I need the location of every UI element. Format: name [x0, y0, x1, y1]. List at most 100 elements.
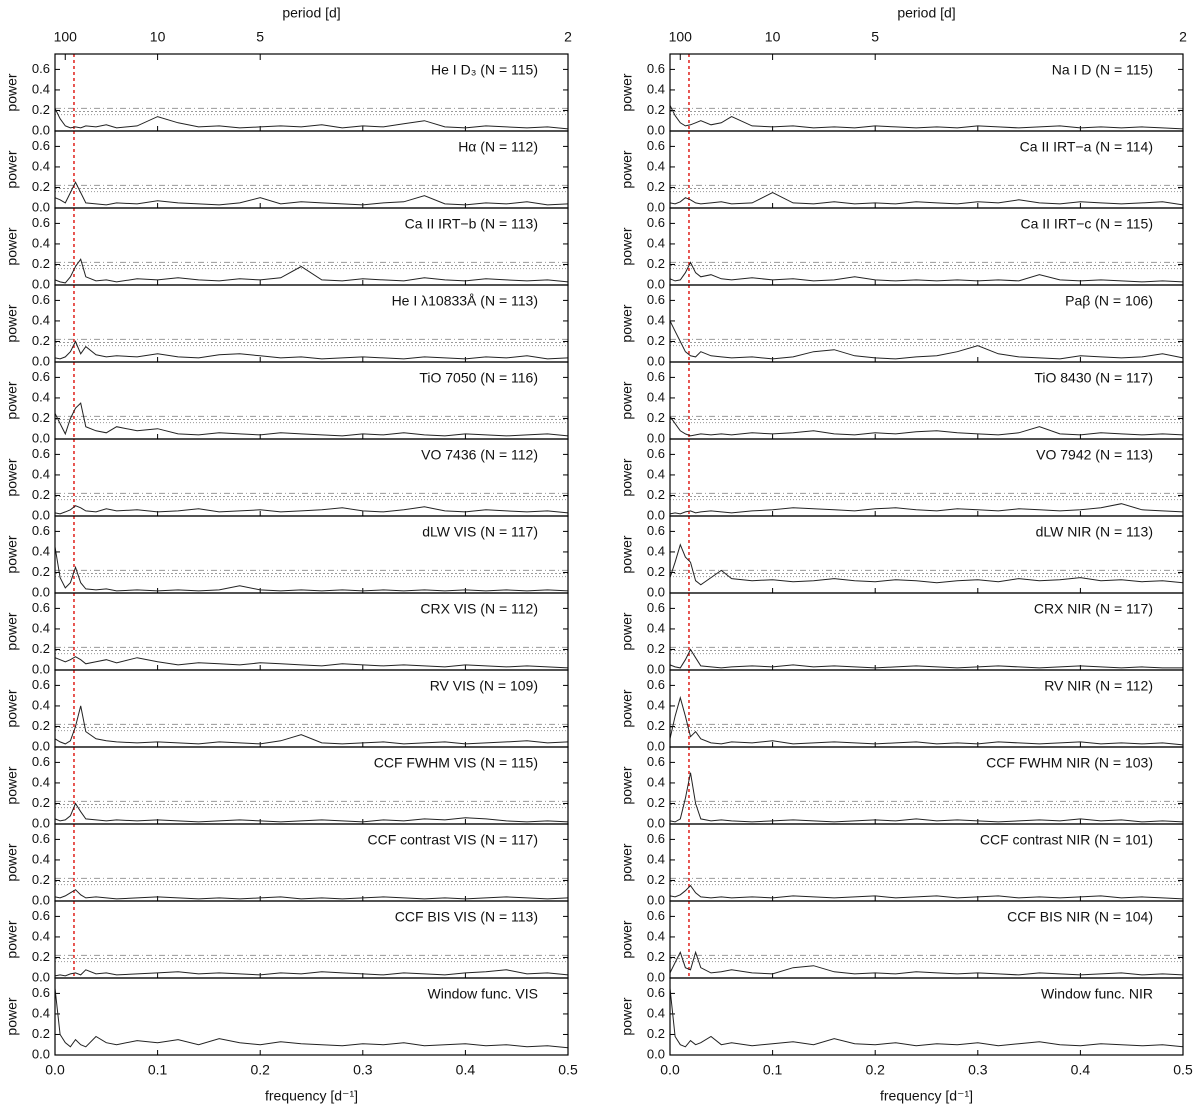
panel-label: CRX VIS (N = 112): [420, 601, 538, 617]
y-tick-label: 0.0: [647, 353, 665, 368]
top-tick-label: 2: [1179, 29, 1187, 45]
y-axis-title: power: [619, 73, 635, 111]
y-axis-title: power: [619, 535, 635, 573]
panel-label: CCF BIS NIR (N = 104): [1007, 909, 1153, 925]
panel-label: CCF FWHM VIS (N = 115): [374, 755, 538, 771]
y-tick-label: 0.0: [647, 507, 665, 522]
y-axis-title: power: [619, 612, 635, 650]
y-tick-label: 0.4: [32, 1005, 50, 1020]
y-tick-label: 0.2: [32, 949, 50, 964]
y-tick-label: 0.2: [32, 487, 50, 502]
periodogram-line: [669, 695, 1184, 746]
y-tick-label: 0.2: [32, 333, 50, 348]
x-tick-label: 0.0: [45, 1062, 65, 1078]
y-axis-title: power: [4, 458, 20, 496]
y-tick-label: 0.4: [647, 158, 665, 173]
periodogram-line: [669, 648, 1183, 669]
periodogram-line: [669, 884, 1184, 900]
panel-frame: [669, 977, 1184, 1056]
y-tick-label: 0.4: [647, 543, 665, 558]
y-tick-label: 0.2: [32, 102, 50, 117]
x-tick-label: 0.1: [148, 1062, 168, 1078]
top-tick-label: 2: [564, 29, 572, 45]
y-tick-label: 0.6: [32, 985, 50, 1000]
periodogram-line: [669, 772, 1184, 823]
y-tick-label: 0.0: [32, 1046, 50, 1061]
y-axis-title: power: [4, 304, 20, 342]
periodogram-line: [54, 969, 569, 977]
y-tick-label: 0.4: [32, 543, 50, 558]
y-tick-label: 0.2: [32, 410, 50, 425]
y-tick-label: 0.4: [32, 697, 50, 712]
y-tick-label: 0.6: [647, 985, 665, 1000]
y-tick-label: 0.6: [32, 831, 50, 846]
y-tick-label: 0.4: [32, 851, 50, 866]
panel-frame: [54, 977, 569, 1056]
panel-label: TiO 8430 (N = 117): [1034, 370, 1153, 386]
periodogram-line: [54, 402, 569, 437]
periodogram-line: [669, 503, 1184, 515]
panel-label: VO 7436 (N = 112): [421, 447, 538, 463]
y-axis-title: power: [4, 381, 20, 419]
x-tick-label: 0.1: [763, 1062, 783, 1078]
periodogram-line: [669, 543, 1184, 586]
panel-label: CRX NIR (N = 117): [1034, 601, 1153, 617]
y-tick-label: 0.0: [32, 892, 50, 907]
y-tick-label: 0.4: [647, 1005, 665, 1020]
y-tick-label: 0.4: [32, 620, 50, 635]
x-axis-title: frequency [d⁻¹]: [880, 1088, 973, 1104]
y-tick-label: 0.6: [32, 523, 50, 538]
x-tick-label: 0.4: [456, 1062, 476, 1078]
x-tick-label: 0.2: [865, 1062, 885, 1078]
y-tick-label: 0.2: [32, 1026, 50, 1041]
y-tick-label: 0.0: [32, 353, 50, 368]
y-tick-label: 0.4: [32, 81, 50, 96]
y-tick-label: 0.4: [647, 851, 665, 866]
panel-label: He I λ10833Å (N = 113): [392, 293, 538, 309]
x-axis-title: frequency [d⁻¹]: [265, 1088, 358, 1104]
y-tick-label: 0.0: [647, 738, 665, 753]
y-tick-label: 0.0: [32, 122, 50, 137]
y-tick-label: 0.4: [32, 466, 50, 481]
y-tick-label: 0.6: [647, 831, 665, 846]
y-axis-title: power: [619, 150, 635, 188]
periodogram-line: [669, 950, 1184, 976]
top-tick-label: 10: [150, 29, 166, 45]
y-axis-title: power: [4, 227, 20, 265]
y-tick-label: 0.6: [647, 369, 665, 384]
top-tick-label: 100: [54, 29, 78, 45]
panel-label: dLW VIS (N = 117): [422, 524, 538, 540]
y-tick-label: 0.4: [647, 389, 665, 404]
y-tick-label: 0.0: [32, 584, 50, 599]
y-axis-title: power: [4, 920, 20, 958]
y-tick-label: 0.2: [32, 795, 50, 810]
periodogram-line: [669, 416, 1184, 437]
y-axis-title: power: [619, 381, 635, 419]
y-tick-label: 0.0: [647, 1046, 665, 1061]
y-tick-label: 0.2: [647, 179, 665, 194]
y-tick-label: 0.4: [647, 620, 665, 635]
y-tick-label: 0.2: [32, 718, 50, 733]
x-tick-label: 0.5: [558, 1062, 578, 1078]
periodogram-line: [54, 656, 569, 669]
y-tick-label: 0.2: [647, 872, 665, 887]
y-axis-title: power: [4, 766, 20, 804]
panel-label: CCF FWHM NIR (N = 103): [986, 755, 1153, 771]
y-tick-label: 0.6: [647, 754, 665, 769]
y-tick-label: 0.2: [32, 872, 50, 887]
periodogram-line: [54, 802, 569, 823]
y-tick-label: 0.6: [647, 61, 665, 76]
panel-label: CCF contrast VIS (N = 117): [367, 832, 538, 848]
panel-label: RV NIR (N = 112): [1044, 678, 1153, 694]
y-axis-title: power: [4, 689, 20, 727]
y-tick-label: 0.6: [32, 292, 50, 307]
periodogram-line: [54, 705, 569, 745]
y-tick-label: 0.0: [32, 430, 50, 445]
y-tick-label: 0.2: [32, 564, 50, 579]
y-axis-title: power: [4, 150, 20, 188]
x-tick-label: 0.0: [660, 1062, 680, 1078]
y-tick-label: 0.2: [647, 949, 665, 964]
top-axis-title: period [d]: [282, 5, 340, 21]
y-axis-title: power: [619, 997, 635, 1035]
y-axis-title: power: [619, 227, 635, 265]
